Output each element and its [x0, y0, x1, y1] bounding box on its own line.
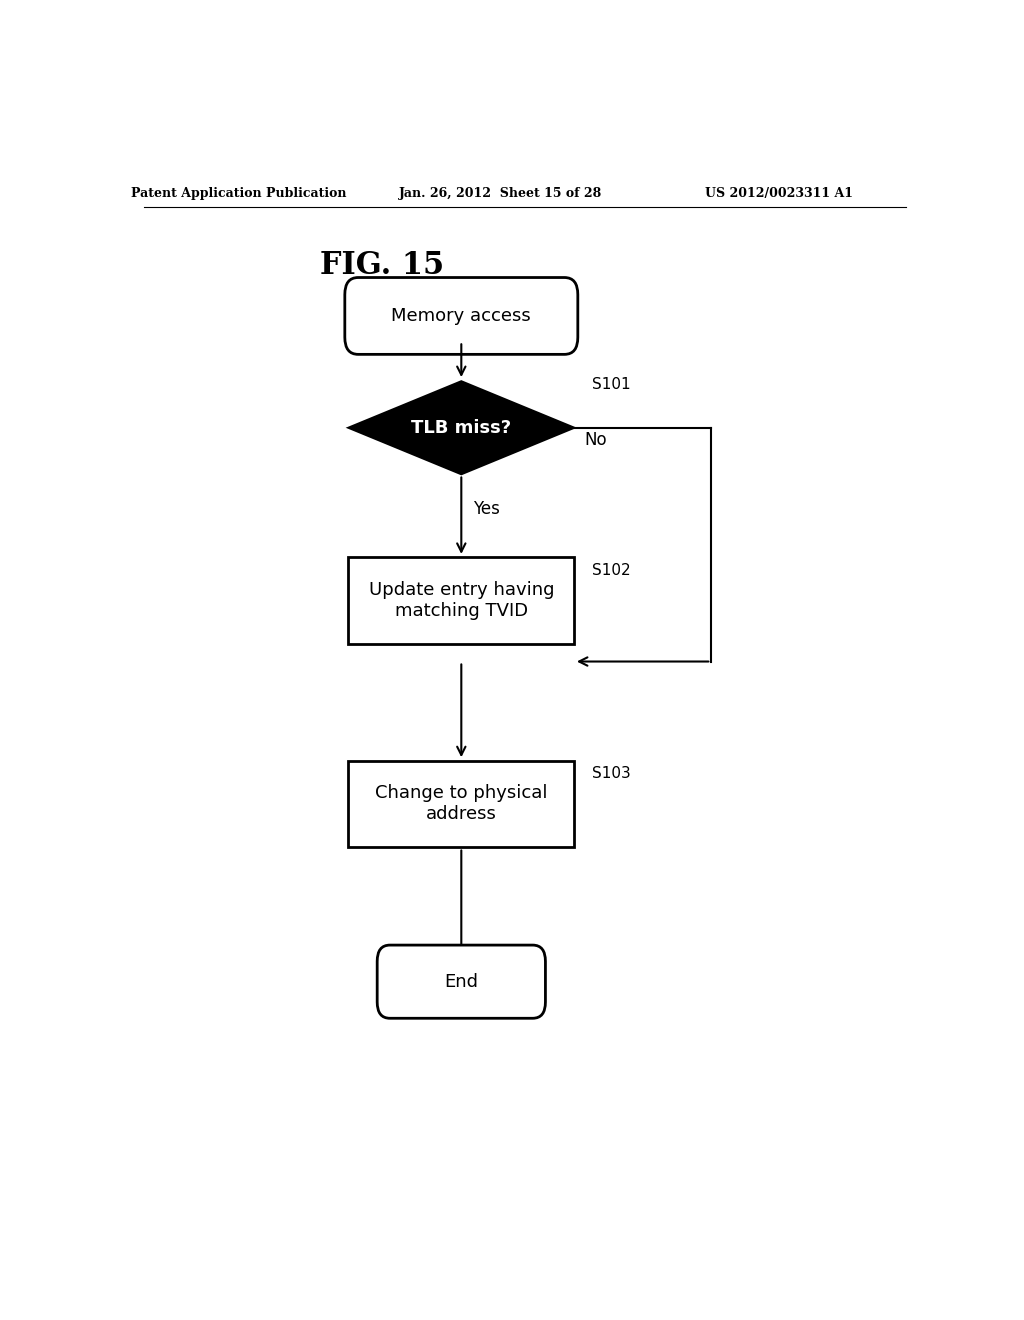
Text: S103: S103 — [592, 766, 631, 781]
Text: Yes: Yes — [473, 500, 500, 517]
FancyBboxPatch shape — [348, 760, 574, 847]
Text: Change to physical
address: Change to physical address — [375, 784, 548, 824]
Text: Update entry having
matching TVID: Update entry having matching TVID — [369, 581, 554, 620]
Polygon shape — [350, 381, 572, 474]
Text: Jan. 26, 2012  Sheet 15 of 28: Jan. 26, 2012 Sheet 15 of 28 — [399, 187, 602, 201]
Text: No: No — [585, 430, 607, 449]
Text: S102: S102 — [592, 562, 631, 578]
FancyBboxPatch shape — [345, 277, 578, 354]
Text: S101: S101 — [592, 376, 631, 392]
Text: FIG. 15: FIG. 15 — [319, 249, 444, 281]
Text: US 2012/0023311 A1: US 2012/0023311 A1 — [705, 187, 853, 201]
Text: End: End — [444, 973, 478, 991]
FancyBboxPatch shape — [377, 945, 546, 1018]
Text: TLB miss?: TLB miss? — [412, 418, 511, 437]
FancyBboxPatch shape — [348, 557, 574, 644]
Text: Patent Application Publication: Patent Application Publication — [131, 187, 347, 201]
Text: Memory access: Memory access — [391, 308, 531, 325]
